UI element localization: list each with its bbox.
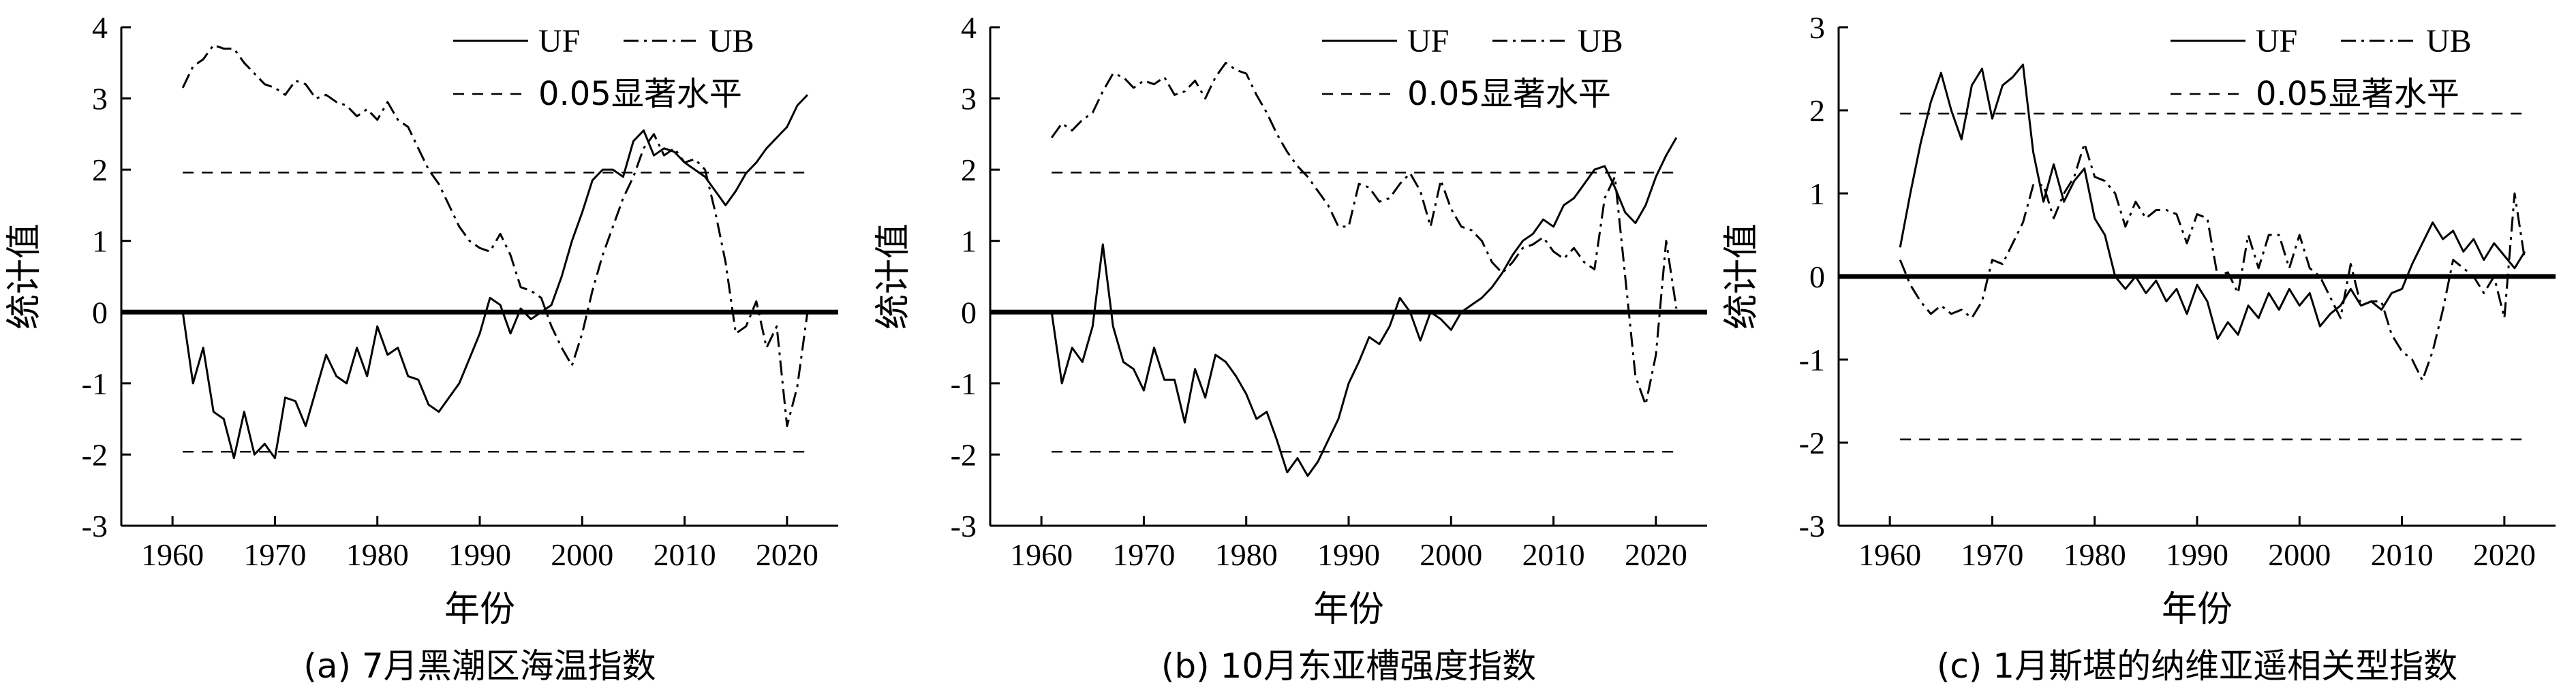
chart-b-legend-uf-label: UF	[1407, 23, 1449, 59]
chart-a-x-tick-label: 1990	[448, 537, 511, 572]
chart-b-y-tick-label: 3	[961, 82, 977, 116]
chart-c-x-tick-label: 2010	[2371, 537, 2434, 572]
chart-b-x-tick-label: 2000	[1420, 537, 1482, 572]
chart-c-svg: -3 -2 -1 0 1 2 3 1960 1970 1980 1990 2000 2010 2020 UF…	[1721, 10, 2556, 686]
chart-c-x-tick-label: 2020	[2473, 537, 2536, 572]
chart-c: -3 -2 -1 0 1 2 3 1960 1970 1980 1990 2000 2010 2020 UF…	[1717, 0, 2576, 696]
chart-a-y-tick-label: -3	[82, 509, 108, 543]
chart-b-y-tick-label: -3	[951, 509, 977, 543]
chart-b-y-tick-label: 1	[961, 224, 977, 259]
chart-b-y-tick-label: 4	[961, 10, 977, 45]
chart-c-y-tick-label: -2	[1799, 426, 1825, 460]
chart-a-legend-sig-label: 0.05显著水平	[538, 75, 742, 113]
chart-a-y-tick-label: -1	[82, 366, 108, 401]
chart-a-y-tick-label: 1	[92, 224, 108, 259]
chart-b-x-tick-label: 2020	[1625, 537, 1687, 572]
chart-a-x-axis-label: 年份	[444, 589, 515, 630]
chart-b-caption: (b) 10月东亚槽强度指数	[1161, 646, 1536, 686]
chart-c-y-tick-label: 3	[1809, 10, 1825, 45]
chart-a-x-tick-label: 1960	[141, 537, 204, 572]
chart-a-series-ub	[181, 44, 809, 428]
chart-a-svg: -3 -2 -1 0 1 2 3 4 1960 1970 1980 1990 2000 2010 2020 U…	[4, 10, 838, 686]
chart-c-y-axis-label: 统计值	[1721, 223, 1762, 330]
chart-c-x-axis-label: 年份	[2162, 589, 2233, 630]
chart-b-series-ub	[1050, 61, 1678, 406]
chart-a-x-tick-label: 2020	[756, 537, 818, 572]
chart-c-y-tick-label: 0	[1809, 259, 1825, 294]
chart-c-x-tick-label: 1960	[1858, 537, 1921, 572]
chart-c-y-tick-label: 2	[1809, 93, 1825, 128]
chart-a-y-tick-label: 2	[92, 153, 108, 187]
chart-c-series-uf	[1899, 63, 2526, 340]
chart-a-x-tick-label: 2010	[654, 537, 716, 572]
chart-c-x-tick-label: 1980	[2064, 537, 2126, 572]
chart-b-x-tick-label: 1960	[1010, 537, 1073, 572]
chart-b-x-tick-label: 1970	[1112, 537, 1175, 572]
chart-a-y-tick-label: 0	[92, 295, 108, 330]
chart-c-y-tick-label: -3	[1799, 509, 1825, 543]
chart-c-y-tick-label: -1	[1799, 343, 1825, 377]
chart-b-y-axis-label: 统计值	[873, 223, 914, 330]
chart-b-y-tick-label: 2	[961, 153, 977, 187]
chart-a-series-uf	[181, 94, 808, 460]
chart-b-x-axis-label: 年份	[1313, 589, 1384, 630]
chart-b-y-tick-label: -2	[951, 437, 977, 472]
chart-a-caption: (a) 7月黑潮区海温指数	[303, 646, 656, 686]
chart-a-x-tick-label: 1970	[243, 537, 306, 572]
chart-b-legend-sig-label: 0.05显著水平	[1407, 75, 1611, 113]
chart-b-y-tick-label: -1	[951, 366, 977, 401]
chart-b-legend-ub-label: UB	[1578, 23, 1623, 59]
chart-a-x-tick-label: 1980	[346, 537, 409, 572]
chart-b-x-tick-label: 1980	[1215, 537, 1278, 572]
chart-a-legend-ub-label: UB	[709, 23, 754, 59]
chart-c-x-tick-label: 2000	[2268, 537, 2331, 572]
chart-a-y-tick-label: -2	[82, 437, 108, 472]
chart-a-y-axis-label: 统计值	[4, 223, 45, 330]
chart-c-series-ub	[1899, 142, 2526, 381]
chart-b-svg: -3 -2 -1 0 1 2 3 4 1960 1970 1980 1990 2000 2010 2020 U…	[873, 10, 1707, 686]
chart-c-legend-uf-label: UF	[2256, 23, 2297, 59]
chart-b-y-tick-label: 0	[961, 295, 977, 330]
chart-a-y-tick-label: 3	[92, 82, 108, 116]
chart-b-x-tick-label: 1990	[1317, 537, 1380, 572]
chart-a-y-tick-label: 4	[92, 10, 108, 45]
chart-c-legend-sig-label: 0.05显著水平	[2256, 75, 2459, 113]
chart-c-x-tick-label: 1990	[2166, 537, 2228, 572]
chart-a-legend-uf-label: UF	[538, 23, 580, 59]
chart-c-caption: (c) 1月斯堪的纳维亚遥相关型指数	[1937, 646, 2457, 686]
chart-b-x-tick-label: 2010	[1522, 537, 1585, 572]
chart-a: -3 -2 -1 0 1 2 3 4 1960 1970 1980 1990 2000 2010 2020 U…	[0, 0, 859, 696]
chart-c-legend-ub-label: UB	[2426, 23, 2472, 59]
chart-c-y-tick-label: 1	[1809, 176, 1825, 211]
chart-b-series-uf	[1050, 137, 1678, 477]
chart-a-x-tick-label: 2000	[551, 537, 613, 572]
chart-b: -3 -2 -1 0 1 2 3 4 1960 1970 1980 1990 2000 2010 2020 U…	[862, 0, 1721, 696]
chart-c-x-tick-label: 1970	[1961, 537, 2023, 572]
